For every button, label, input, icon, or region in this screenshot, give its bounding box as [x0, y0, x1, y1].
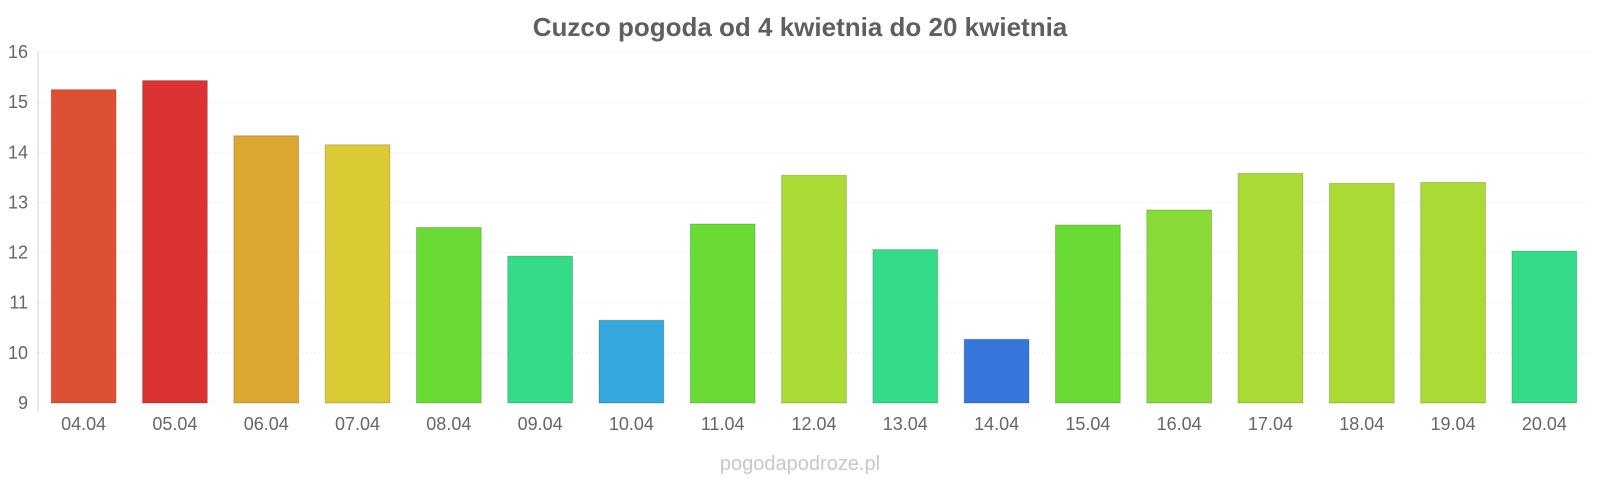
bar: [689, 223, 756, 404]
bar: [324, 144, 391, 404]
bar: [1054, 224, 1121, 404]
x-tick-label: 10.04: [609, 414, 654, 434]
bar: [1511, 250, 1578, 404]
bar: [963, 338, 1030, 404]
x-tick-label: 06.04: [244, 414, 289, 434]
x-tick-label: 05.04: [152, 414, 197, 434]
y-tick-label: 13: [8, 192, 28, 212]
bar: [598, 319, 665, 404]
y-axis-ticks: 9 10 11 12 13 14 15 16: [8, 42, 28, 413]
x-tick-label: 04.04: [61, 414, 106, 434]
bar: [1328, 182, 1395, 404]
x-tick-label: 18.04: [1339, 414, 1384, 434]
x-axis-ticks: 04.04 05.04 06.04 07.04 08.04 09.04 10.04 11.04…: [61, 414, 1567, 434]
x-tick-label: 16.04: [1157, 414, 1202, 434]
x-tick-label: 14.04: [974, 414, 1019, 434]
x-tick-label: 13.04: [883, 414, 928, 434]
bar: [1146, 209, 1213, 404]
x-tick-label: 15.04: [1065, 414, 1110, 434]
y-tick-label: 10: [8, 343, 28, 363]
y-tick-label: 15: [8, 92, 28, 112]
bar: [1420, 181, 1486, 404]
bar: [781, 174, 847, 404]
bar: [233, 135, 300, 404]
bar: [415, 227, 482, 404]
x-tick-label: 20.04: [1522, 414, 1567, 434]
y-tick-label: 16: [8, 42, 28, 62]
bar: [872, 249, 939, 404]
x-tick-label: 19.04: [1431, 414, 1476, 434]
x-tick-label: 11.04: [701, 414, 745, 434]
x-tick-label: 08.04: [426, 414, 471, 434]
y-tick-label: 14: [8, 142, 28, 162]
bars: [50, 80, 1578, 404]
x-tick-label: 12.04: [791, 414, 836, 434]
footer-watermark: pogodapodroze.pl: [720, 453, 880, 475]
bar: [1237, 172, 1304, 404]
bar: [507, 255, 574, 404]
x-tick-label: 09.04: [518, 414, 563, 434]
x-tick-label: 17.04: [1248, 414, 1293, 434]
x-tick-label: 07.04: [335, 414, 380, 434]
bar: [50, 89, 117, 404]
y-tick-label: 12: [8, 243, 28, 263]
bar: [142, 80, 208, 404]
chart-title: Cuzco pogoda od 4 kwietnia do 20 kwietni…: [533, 12, 1068, 42]
y-tick-label: 9: [18, 393, 28, 413]
y-tick-label: 11: [9, 293, 28, 313]
